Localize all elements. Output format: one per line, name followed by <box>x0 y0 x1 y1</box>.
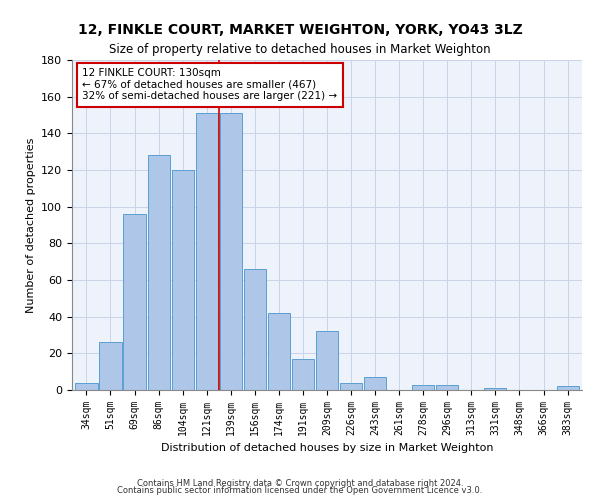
Bar <box>268 313 290 390</box>
Bar <box>557 386 578 390</box>
Bar <box>412 384 434 390</box>
Y-axis label: Number of detached properties: Number of detached properties <box>26 138 35 312</box>
Text: Contains HM Land Registry data © Crown copyright and database right 2024.: Contains HM Land Registry data © Crown c… <box>137 478 463 488</box>
Text: Size of property relative to detached houses in Market Weighton: Size of property relative to detached ho… <box>109 42 491 56</box>
Bar <box>76 382 98 390</box>
Bar <box>244 269 266 390</box>
Bar <box>124 214 146 390</box>
Bar <box>196 113 218 390</box>
Text: 12 FINKLE COURT: 130sqm
← 67% of detached houses are smaller (467)
32% of semi-d: 12 FINKLE COURT: 130sqm ← 67% of detache… <box>82 68 337 102</box>
X-axis label: Distribution of detached houses by size in Market Weighton: Distribution of detached houses by size … <box>161 444 493 454</box>
Bar <box>340 382 362 390</box>
Bar <box>364 377 386 390</box>
Bar <box>148 156 170 390</box>
Text: Contains public sector information licensed under the Open Government Licence v3: Contains public sector information licen… <box>118 486 482 495</box>
Bar <box>484 388 506 390</box>
Bar <box>220 113 242 390</box>
Bar <box>316 332 338 390</box>
Bar <box>172 170 194 390</box>
Bar <box>436 384 458 390</box>
Bar <box>100 342 122 390</box>
Text: 12, FINKLE COURT, MARKET WEIGHTON, YORK, YO43 3LZ: 12, FINKLE COURT, MARKET WEIGHTON, YORK,… <box>77 22 523 36</box>
Bar <box>292 359 314 390</box>
